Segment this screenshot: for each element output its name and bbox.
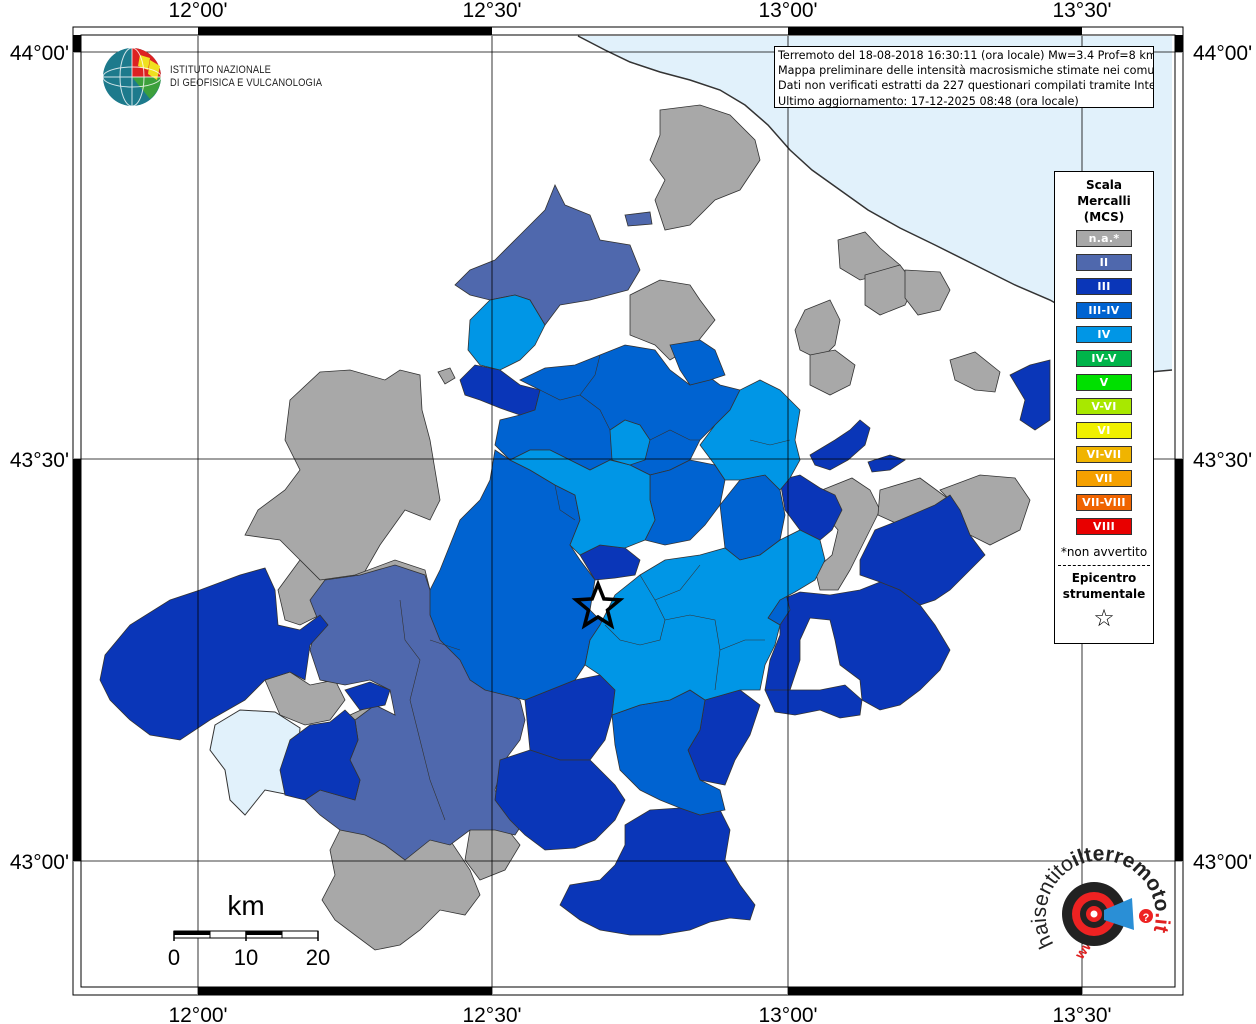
event-info-line4: Ultimo aggiornamento: 17-12-2025 08:48 (… <box>778 94 1079 108</box>
ingv-logo-text: ISTITUTO NAZIONALE DI GEOFISICA E VULCAN… <box>170 64 322 90</box>
legend-item: VI-VII <box>1076 446 1132 463</box>
mcs-legend: Scala Mercalli (MCS) n.a.* II III III-IV IV I… <box>1054 171 1154 644</box>
scale-label-20: 20 <box>306 945 330 970</box>
legend-star-icon: ☆ <box>1093 604 1115 632</box>
legend-note: *non avvertito <box>1060 545 1148 559</box>
lon-label-top-2: 13°00' <box>758 0 817 22</box>
legend-item: II <box>1076 254 1132 271</box>
lat-label-left-2: 43°00' <box>10 851 69 874</box>
legend-epicenter-label: Epicentro strumentale <box>1055 570 1153 602</box>
legend-item: III-IV <box>1076 302 1132 319</box>
lon-label-top-3: 13°30' <box>1052 0 1111 22</box>
ingv-line2: DI GEOFISICA E VULCANOLOGIA <box>170 77 323 89</box>
municipal-boundaries <box>399 354 791 821</box>
scale-label-0: 0 <box>168 945 180 970</box>
region-iii-iv <box>429 339 791 816</box>
lon-label-bottom-0: 12°00' <box>168 1004 227 1024</box>
legend-separator <box>1058 565 1150 566</box>
legend-item: n.a.* <box>1076 230 1132 247</box>
lat-label-left-0: 44°00' <box>10 42 69 65</box>
svg-text:?: ? <box>1143 912 1150 924</box>
event-info-line1: Terremoto del 18-08-2018 16:30:11 (ora l… <box>778 49 1154 62</box>
lon-label-top-0: 12°00' <box>168 0 227 22</box>
scale-unit: km <box>227 890 264 921</box>
badge-text-suffix: .it <box>1149 912 1174 935</box>
legend-items: n.a.* II III III-IV IV IV-V V V-VI VI VI-VII VII VI… <box>1055 230 1153 535</box>
scale-label-10: 10 <box>234 945 258 970</box>
badge-megaphone-icon <box>1104 898 1134 930</box>
event-info-line3: Dati non verificati estratti da 227 ques… <box>778 79 1154 93</box>
legend-item: IV-V <box>1076 350 1132 367</box>
map-frame <box>72 26 1184 996</box>
lat-label-right-1: 43°30' <box>1193 449 1252 472</box>
legend-title-line3: (MCS) <box>1083 210 1125 224</box>
event-info-line2: Mappa preliminare delle intensità macros… <box>778 64 1154 78</box>
event-info-box: Terremoto del 18-08-2018 16:30:11 (ora l… <box>774 46 1154 108</box>
lon-label-bottom-2: 13°00' <box>758 1004 817 1024</box>
legend-epicenter-line1: Epicentro <box>1071 571 1137 585</box>
lat-label-right-0: 44°00' <box>1193 42 1252 65</box>
legend-item: VII-VIII <box>1076 494 1132 511</box>
lat-label-left-1: 43°30' <box>10 449 69 472</box>
legend-item: VI <box>1076 422 1132 439</box>
legend-item: VII <box>1076 470 1132 487</box>
legend-item: IV <box>1076 326 1132 343</box>
legend-epicenter-line2: strumentale <box>1062 587 1146 601</box>
lon-label-bottom-1: 12°30' <box>462 1004 521 1024</box>
lon-label-bottom-3: 13°30' <box>1052 1004 1111 1024</box>
epicenter-star-icon <box>571 579 625 630</box>
legend-item: VIII <box>1076 518 1132 535</box>
ingv-line1: ISTITUTO NAZIONALE <box>170 64 272 76</box>
legend-title: Scala Mercalli (MCS) <box>1055 177 1153 225</box>
legend-item: III <box>1076 278 1132 295</box>
legend-item: V <box>1076 374 1132 391</box>
lon-label-top-1: 12°30' <box>462 0 521 22</box>
coordinate-labels: 12°00' 12°30' 13°00' 13°30' 12°00' 12°30… <box>10 0 1252 1024</box>
lat-label-right-2: 43°00' <box>1193 851 1252 874</box>
legend-title-line2: Mercalli <box>1077 194 1131 208</box>
legend-item: V-VI <box>1076 398 1132 415</box>
region-iv <box>467 294 826 716</box>
region-iii <box>99 359 1051 936</box>
legend-title-line1: Scala <box>1085 178 1123 192</box>
scale-bar: km 0 10 20 <box>168 890 330 970</box>
ingv-logo-icon <box>102 47 162 107</box>
region-na <box>244 104 1031 951</box>
